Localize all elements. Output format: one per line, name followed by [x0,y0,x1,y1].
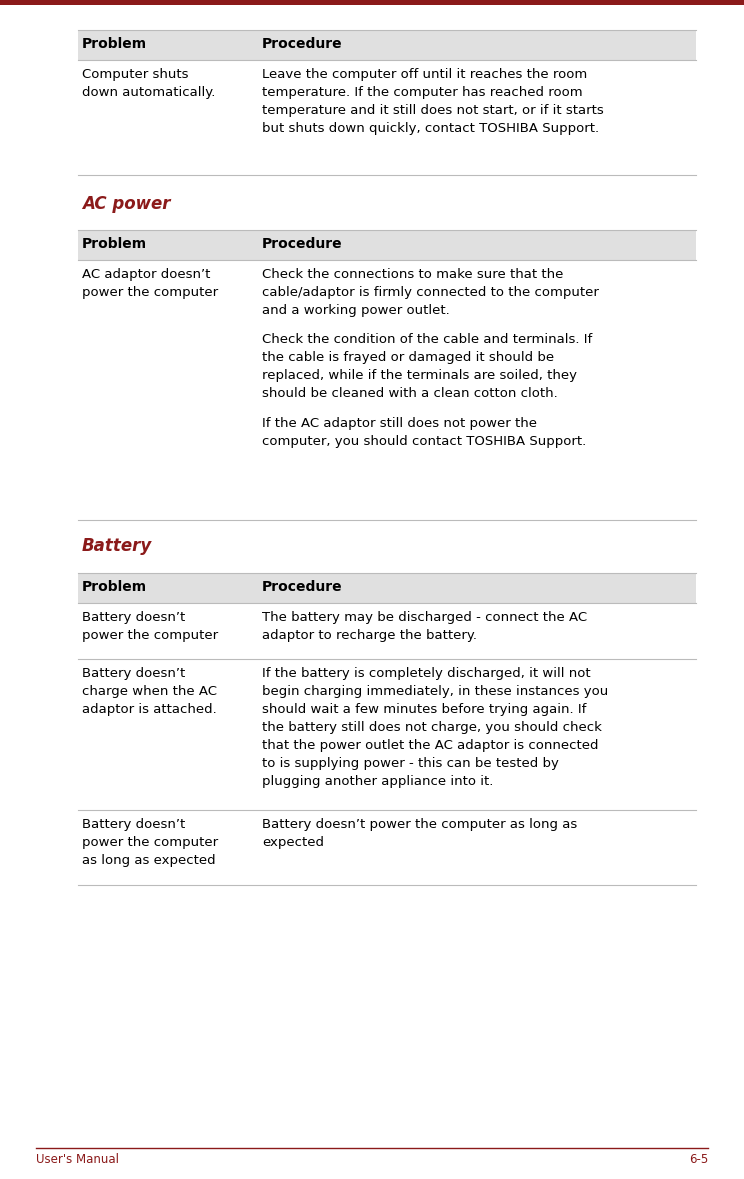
Text: If the AC adaptor still does not power the
computer, you should contact TOSHIBA : If the AC adaptor still does not power t… [262,417,586,448]
Text: Check the connections to make sure that the
cable/adaptor is firmly connected to: Check the connections to make sure that … [262,268,599,317]
Text: Problem: Problem [82,580,147,594]
Bar [78,230,696,261]
Text: Procedure: Procedure [262,237,343,251]
Text: Problem: Problem [82,237,147,251]
Text: User's Manual: User's Manual [36,1153,119,1166]
Bar [78,29,696,60]
Text: Battery doesn’t
power the computer: Battery doesn’t power the computer [82,611,218,643]
Text: Procedure: Procedure [262,580,343,594]
Bar [0,0,744,5]
Text: AC adaptor doesn’t
power the computer: AC adaptor doesn’t power the computer [82,268,218,299]
Text: Leave the computer off until it reaches the room
temperature. If the computer ha: Leave the computer off until it reaches … [262,68,603,136]
Text: AC power: AC power [82,195,170,213]
Text: Check the condition of the cable and terminals. If
the cable is frayed or damage: Check the condition of the cable and ter… [262,332,592,400]
Text: The battery may be discharged - connect the AC
adaptor to recharge the battery.: The battery may be discharged - connect … [262,611,587,643]
Text: Battery doesn’t
charge when the AC
adaptor is attached.: Battery doesn’t charge when the AC adapt… [82,667,217,716]
Text: Problem: Problem [82,37,147,51]
Text: Battery: Battery [82,536,153,555]
Text: Computer shuts
down automatically.: Computer shuts down automatically. [82,68,215,99]
Text: Procedure: Procedure [262,37,343,51]
Text: Battery doesn’t
power the computer
as long as expected: Battery doesn’t power the computer as lo… [82,818,218,867]
Text: Battery doesn’t power the computer as long as
expected: Battery doesn’t power the computer as lo… [262,818,577,849]
Text: 6-5: 6-5 [689,1153,708,1166]
Text: If the battery is completely discharged, it will not
begin charging immediately,: If the battery is completely discharged,… [262,667,609,788]
Bar [78,573,696,602]
